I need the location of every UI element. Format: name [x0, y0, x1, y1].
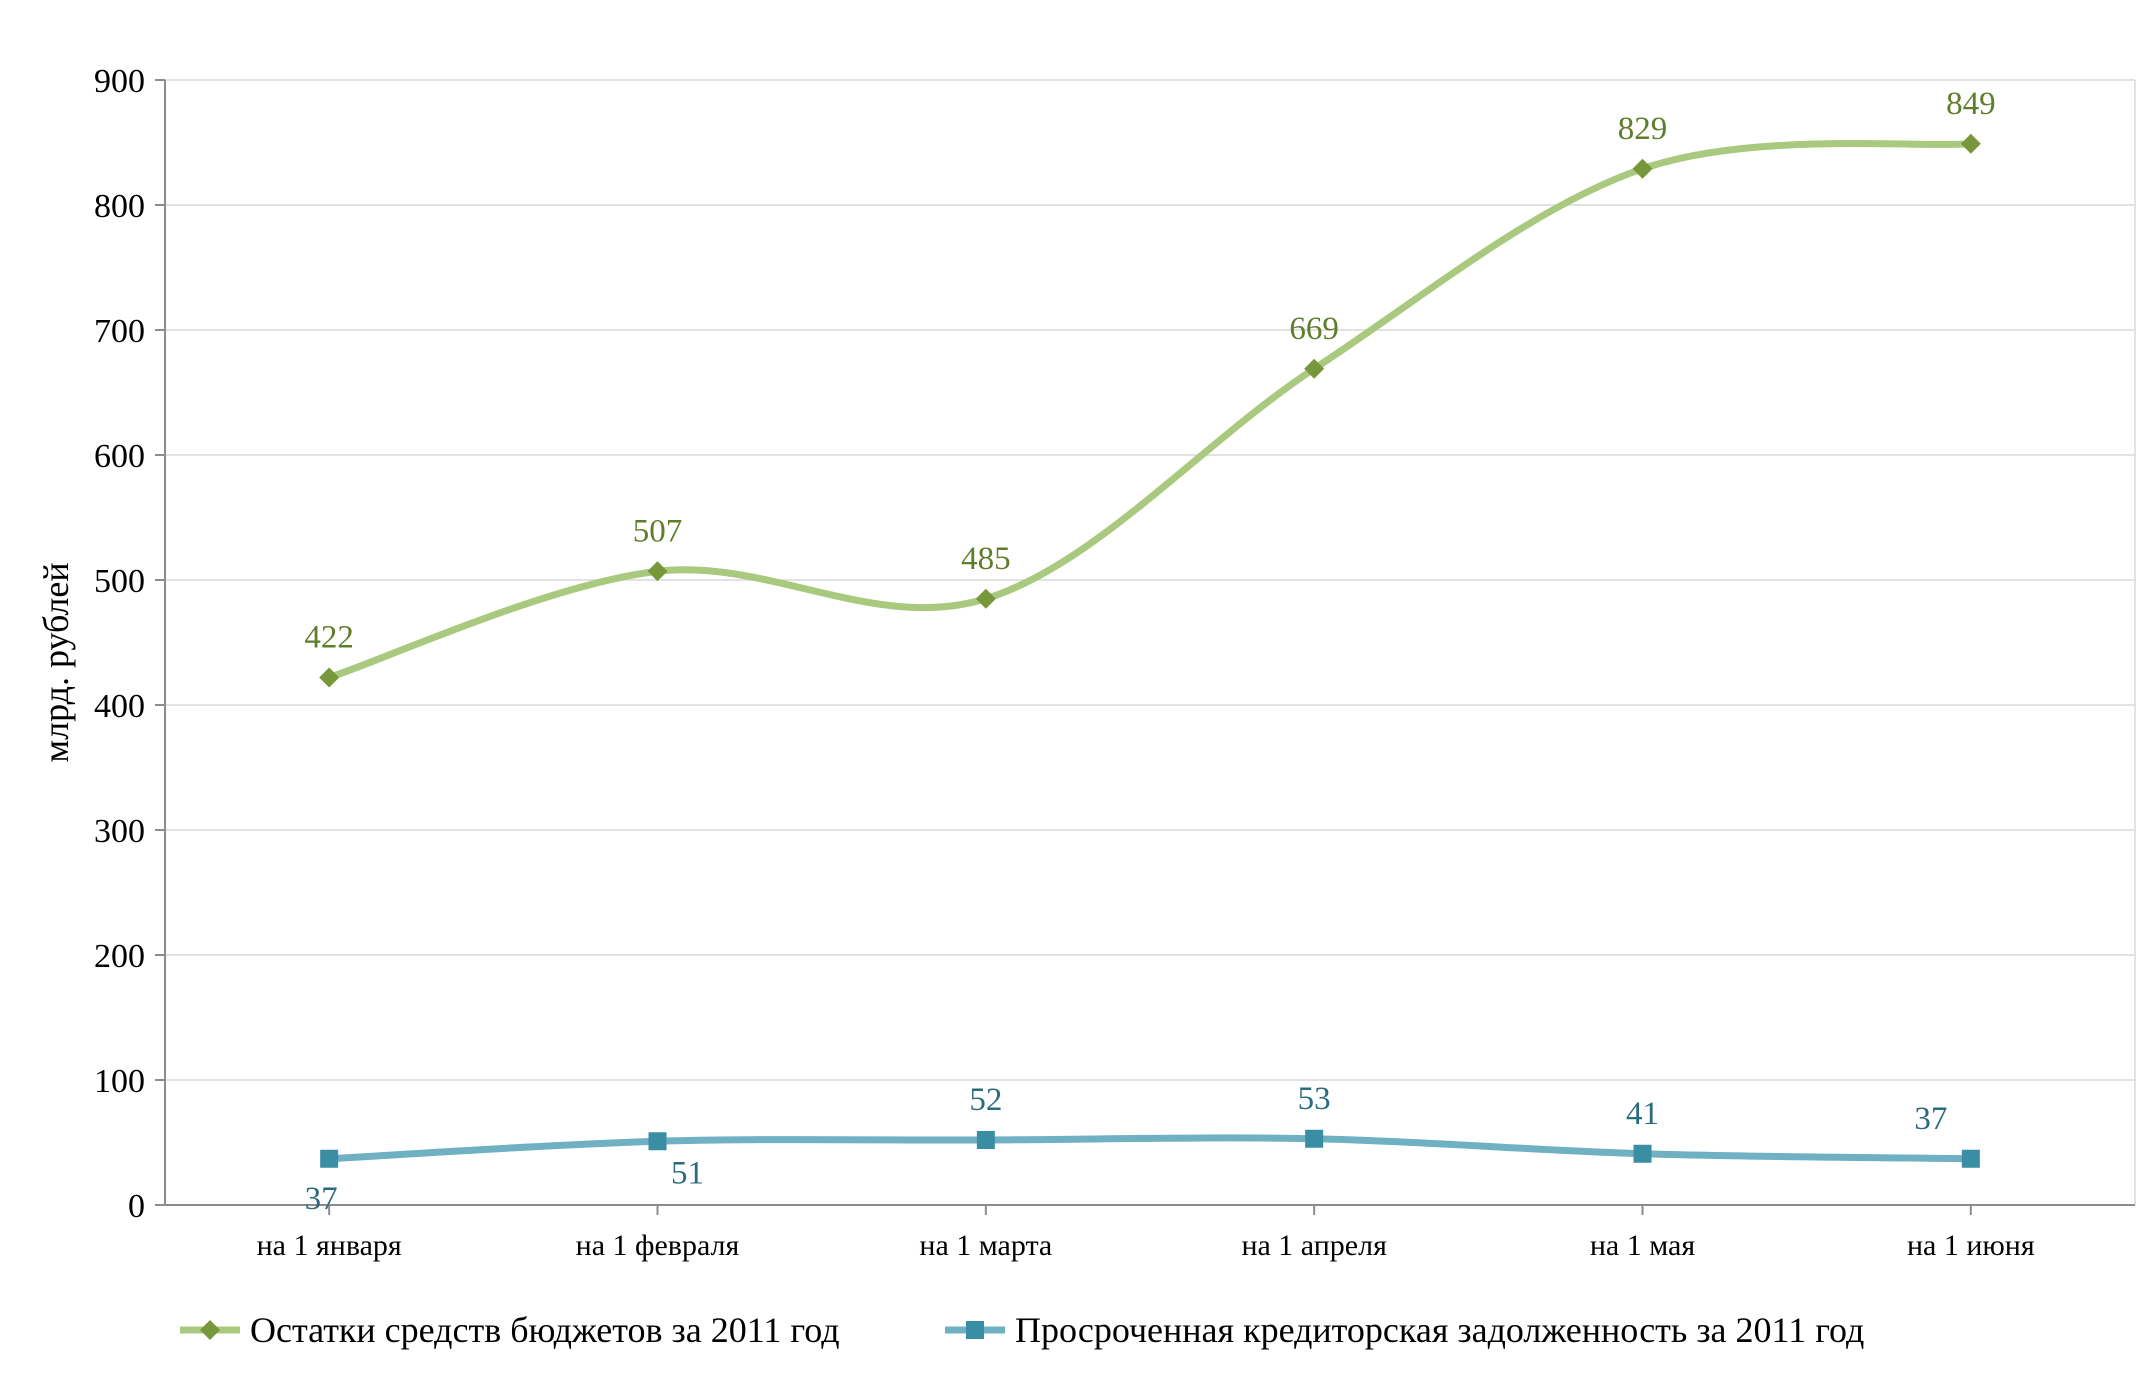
- data-label: 669: [1289, 311, 1339, 347]
- x-tick-label: на 1 февраля: [576, 1229, 740, 1262]
- data-point-marker: [1305, 1129, 1324, 1148]
- y-tick-label: 900: [94, 63, 145, 100]
- legend-label: Просроченная кредиторская задолженность …: [1015, 1310, 1864, 1350]
- data-point-marker: [647, 561, 668, 582]
- y-tick-label: 500: [94, 563, 145, 600]
- legend-item-0: Остатки средств бюджетов за 2011 год: [180, 1310, 840, 1350]
- y-tick-label: 0: [128, 1188, 145, 1225]
- data-point-marker: [1633, 1144, 1652, 1163]
- y-tick-label: 300: [94, 813, 145, 850]
- legend-item-1: Просроченная кредиторская задолженность …: [945, 1310, 1864, 1350]
- x-tick-label: на 1 января: [257, 1229, 402, 1262]
- series-layer: [319, 133, 1981, 1168]
- series-1: [320, 1129, 1980, 1168]
- x-tick-label: на 1 мая: [1590, 1229, 1695, 1262]
- data-label: 41: [1626, 1096, 1659, 1132]
- y-tick-label: 800: [94, 188, 145, 225]
- y-tick-label: 700: [94, 313, 145, 350]
- data-point-marker: [1632, 158, 1653, 179]
- data-label: 37: [305, 1181, 338, 1217]
- x-tick-label: на 1 июня: [1907, 1229, 2035, 1262]
- legend-label: Остатки средств бюджетов за 2011 год: [250, 1310, 840, 1350]
- data-label: 37: [1914, 1101, 1947, 1137]
- legend: Остатки средств бюджетов за 2011 год Прос…: [180, 1310, 1864, 1350]
- data-point-marker: [976, 1131, 995, 1149]
- data-point-marker: [319, 667, 340, 688]
- y-tick-label: 600: [94, 438, 145, 475]
- data-label-layer: 422 507 485 669 829 849 37 51 52 53 41 37: [304, 86, 1995, 1217]
- data-label: 485: [961, 541, 1011, 577]
- x-tick-label: на 1 апреля: [1241, 1229, 1387, 1262]
- data-point-marker: [320, 1149, 339, 1168]
- data-label: 829: [1618, 111, 1668, 147]
- data-point-marker: [975, 588, 996, 609]
- x-tick-label: на 1 марта: [919, 1229, 1052, 1262]
- y-axis-title: млрд. рублей: [36, 562, 76, 762]
- data-point-marker: [1961, 1149, 1980, 1168]
- data-point-marker: [648, 1132, 667, 1151]
- data-label: 52: [969, 1082, 1002, 1118]
- axis-layer: 0 100 200 300 400 500 600 700 800 900 на 1 января н…: [36, 63, 2136, 1262]
- data-label: 422: [304, 620, 354, 656]
- data-label: 507: [633, 513, 683, 549]
- legend-swatch-marker: [966, 1321, 984, 1339]
- data-label: 849: [1946, 86, 1996, 122]
- y-tick-label: 200: [94, 938, 145, 975]
- y-tick-label: 400: [94, 688, 145, 725]
- data-label: 53: [1298, 1081, 1331, 1117]
- series-line-0: [325, 140, 1975, 681]
- data-label: 51: [671, 1155, 704, 1191]
- y-tick-label: 100: [94, 1063, 145, 1100]
- data-point-marker: [1304, 358, 1325, 379]
- data-point-marker: [1960, 133, 1981, 154]
- grid-layer: [165, 79, 2135, 1081]
- series-line-1: [325, 1134, 1975, 1163]
- legend-swatch-marker: [200, 1320, 220, 1340]
- series-0: [319, 133, 1981, 688]
